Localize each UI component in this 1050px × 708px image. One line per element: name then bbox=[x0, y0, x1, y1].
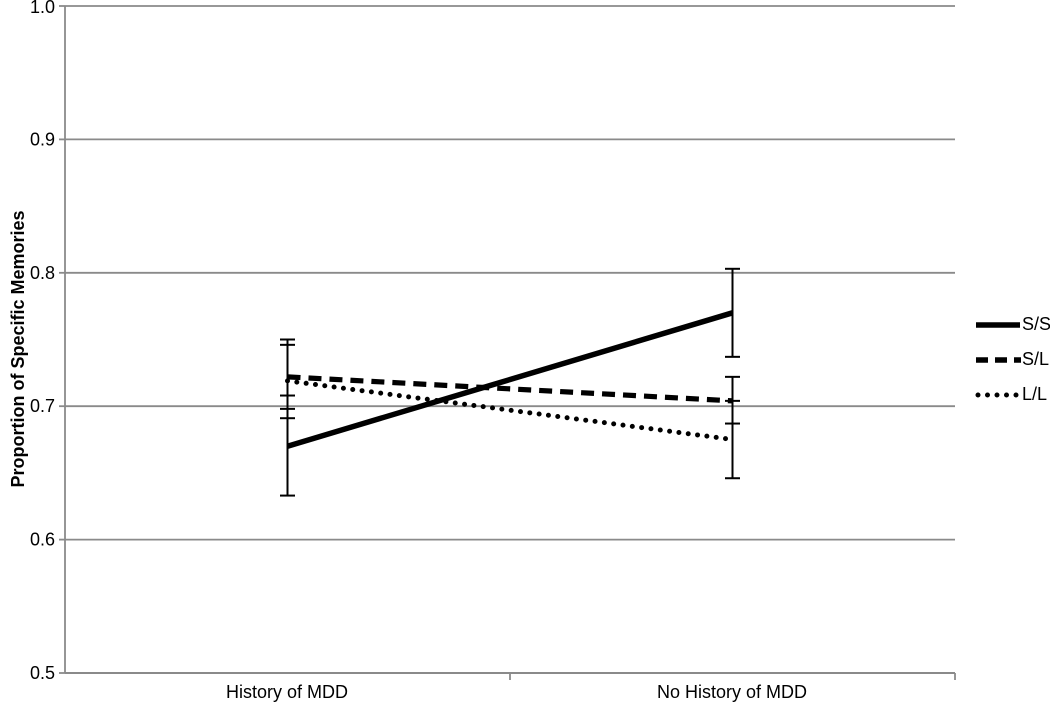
legend-entry-ss: S/S bbox=[975, 307, 1050, 342]
legend-line-sample-dotted bbox=[975, 392, 1021, 397]
series-line-ll bbox=[285, 378, 735, 443]
series-line-ss bbox=[286, 310, 734, 449]
legend-label-ll: L/L bbox=[1022, 384, 1048, 404]
y-axis-title: Proportion of Specific Memories bbox=[8, 210, 28, 488]
legend-label-sl: S/L bbox=[1022, 349, 1050, 369]
series-line-sl bbox=[287, 374, 733, 404]
y-tick-label: 0.5 bbox=[30, 663, 55, 683]
x-category-label-no-history-of-mdd: No History of MDD bbox=[656, 682, 808, 702]
y-tick-label: 0.7 bbox=[30, 396, 55, 416]
legend-label-ss: S/S bbox=[1022, 314, 1050, 334]
legend-line-sample-dashed bbox=[976, 356, 1021, 363]
y-tick-label: 0.6 bbox=[30, 530, 55, 550]
legend: S/S S/L L/L bbox=[975, 307, 1050, 412]
y-tick-label: 0.9 bbox=[30, 129, 55, 149]
legend-line-sample-solid bbox=[976, 321, 1020, 328]
x-category-label-history-of-mdd: History of MDD bbox=[225, 682, 349, 702]
y-tick-label: 1.0 bbox=[30, 0, 55, 17]
legend-entry-sl: S/L bbox=[975, 342, 1050, 377]
legend-entry-ll: L/L bbox=[975, 377, 1050, 412]
y-tick-label: 0.8 bbox=[30, 263, 55, 283]
